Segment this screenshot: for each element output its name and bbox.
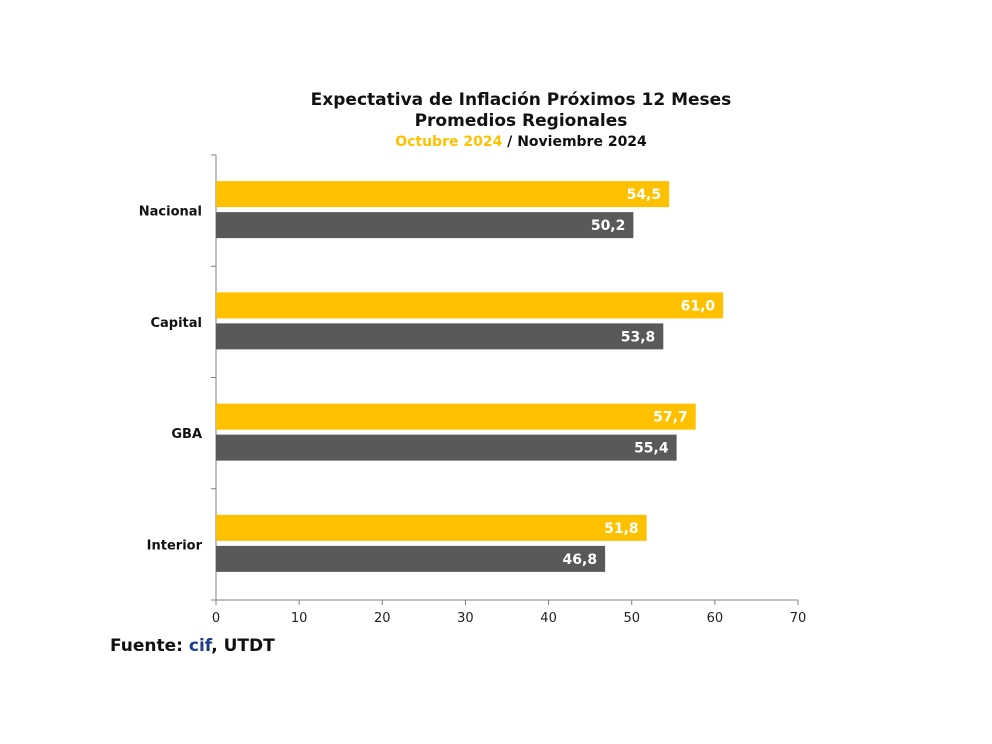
bar-octubre (216, 292, 724, 319)
data-label: 54,5 (627, 187, 662, 203)
x-tick-label: 10 (291, 611, 308, 626)
x-tick-label: 20 (374, 611, 391, 626)
legend-series-noviembre: Noviembre 2024 (517, 134, 647, 150)
data-label: 51,8 (604, 521, 639, 537)
data-label: 61,0 (681, 298, 716, 314)
category-label: GBA (171, 427, 202, 442)
data-label: 53,8 (621, 329, 656, 345)
data-label: 57,7 (653, 410, 688, 426)
source-suffix: , UTDT (211, 636, 275, 656)
bar-octubre (216, 181, 670, 208)
legend-series-octubre: Octubre 2024 (395, 134, 503, 150)
bar-noviembre (216, 545, 606, 572)
source-prefix: Fuente: (110, 636, 189, 656)
bar-noviembre (216, 323, 664, 350)
x-tick-label: 0 (212, 611, 220, 626)
chart-title: Expectativa de Inflación Próximos 12 Mes… (310, 90, 732, 110)
x-tick-label: 40 (540, 611, 557, 626)
chart-title-block: Expectativa de Inflación Próximos 12 Mes… (216, 90, 826, 153)
category-label: Capital (150, 316, 202, 331)
bar-octubre (216, 514, 647, 541)
category-label: Nacional (139, 205, 202, 220)
legend-separator: / (502, 134, 518, 150)
bar-noviembre (216, 212, 634, 239)
x-tick-label: 30 (457, 611, 474, 626)
legend-line: Octubre 2024 / Noviembre 2024 (216, 132, 826, 153)
source-note: Fuente: cif, UTDT (110, 636, 275, 656)
data-label: 55,4 (634, 441, 669, 457)
source-brand: cif (188, 636, 212, 656)
x-tick-label: 60 (707, 611, 724, 626)
bar-octubre (216, 403, 696, 430)
x-tick-label: 50 (623, 611, 640, 626)
chart-subtitle: Promedios Regionales (414, 111, 628, 131)
data-label: 50,2 (591, 218, 626, 234)
x-tick-label: 70 (790, 611, 807, 626)
data-label: 46,8 (563, 552, 598, 568)
category-label: Interior (147, 538, 203, 553)
bar-noviembre (216, 434, 677, 461)
